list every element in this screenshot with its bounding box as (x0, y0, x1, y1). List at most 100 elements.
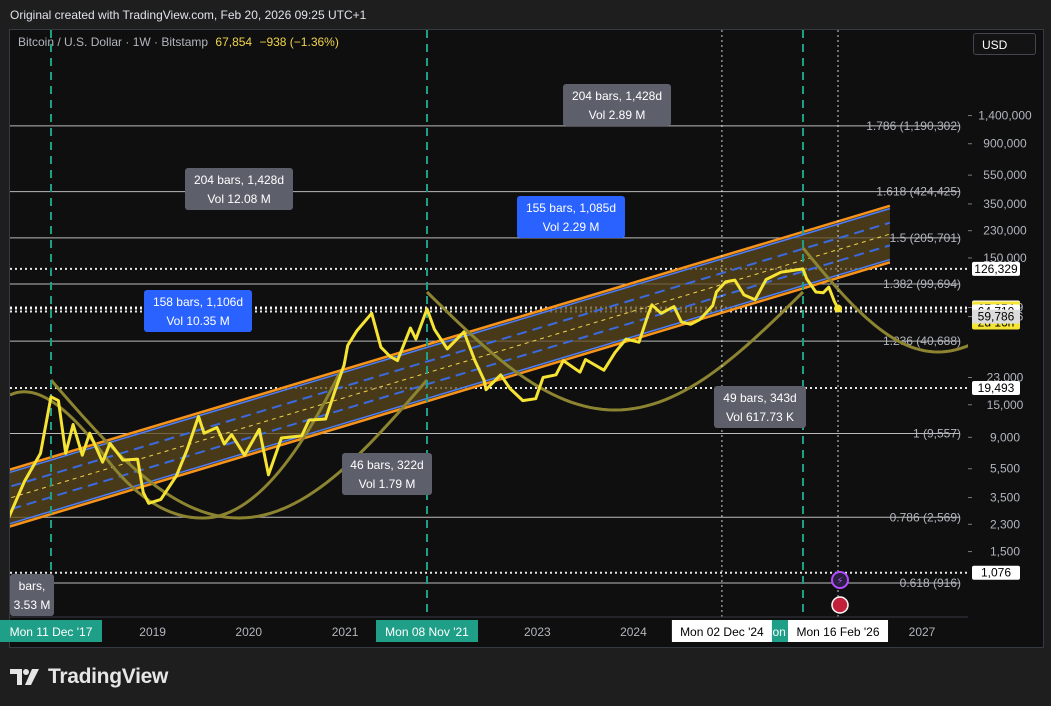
lightning-glyph: ⚡ (836, 576, 843, 587)
symbol-legend: Bitcoin / U.S. Dollar · 1W · Bitstamp 67… (18, 35, 339, 49)
y-tick-label: 230,000 (983, 224, 1027, 238)
price-tag (972, 309, 1020, 324)
currency-button[interactable]: USD (973, 33, 1036, 55)
annotations: 204 bars, 1,428d Vol 12.08 M 158 bars, 1,1… (10, 84, 849, 616)
measure-line1: 204 bars, 1,428d (194, 173, 284, 187)
measure-box (517, 196, 625, 238)
footer-brand[interactable]: TradingView (10, 664, 168, 690)
x-tick-label: 2024 (620, 625, 647, 639)
measure-label: 158 bars, 1,106d Vol 10.35 M (144, 290, 252, 332)
measure-label: bars, 3.53 M (10, 574, 54, 616)
price-tag-text: 59,786 (978, 310, 1015, 324)
channel-dashed-band (10, 244, 891, 511)
price-tag-text: 1,076 (981, 566, 1011, 580)
cycle-arc (801, 247, 968, 354)
channel-inner-band (10, 258, 891, 525)
measure-box (563, 84, 671, 126)
measure-label: 49 bars, 343d Vol 617.73 K (714, 386, 806, 428)
cycle-arc (425, 290, 805, 412)
lightning-icon (831, 571, 849, 589)
symbol-title: Bitcoin / U.S. Dollar · 1W · Bitstamp (18, 35, 209, 49)
channel-inner-band (10, 207, 891, 474)
y-tick-label: 350,000 (983, 197, 1027, 211)
y-tick-label: 3,500 (990, 491, 1020, 505)
measure-box (185, 168, 293, 210)
measure-line1: bars, (19, 579, 46, 593)
measure-line2: Vol 2.29 M (543, 220, 600, 234)
fib-label: 1.786 (1,190,302) (866, 119, 961, 133)
channel-edge (10, 261, 891, 528)
measure-line2: Vol 617.73 K (726, 410, 794, 424)
y-tick-label: 2,300 (990, 517, 1020, 531)
measure-line2: Vol 2.89 M (589, 108, 646, 122)
price-line-series (10, 267, 840, 519)
measure-label: 46 bars, 322d Vol 1.79 M (342, 453, 432, 495)
price-change: −938 (−1.36%) (259, 35, 339, 49)
measure-line2: 3.53 M (14, 598, 51, 612)
measure-box (10, 574, 54, 616)
measure-line2: Vol 12.08 M (207, 192, 270, 206)
fib-label: 0.786 (2,569) (890, 510, 961, 524)
time-tag (671, 620, 772, 642)
y-tick-label: 1,400,000 (978, 109, 1032, 123)
measure-line2: Vol 10.35 M (166, 314, 229, 328)
fib-label: 0.618 (916) (900, 576, 961, 590)
channel-fill (10, 205, 890, 527)
last-price-dot (834, 304, 843, 313)
x-tick-label: 2019 (139, 625, 166, 639)
measure-box (342, 453, 432, 495)
measure-line1: 49 bars, 343d (723, 391, 796, 405)
y-tick-label: 900,000 (983, 137, 1027, 151)
channel-dashed-band (10, 221, 891, 488)
date-tag (0, 620, 102, 642)
price-tag (972, 565, 1020, 580)
date-tag-text: Mon 11 Dec '17 (10, 625, 93, 639)
fib-layer: 1.786 (1,190,302) 1.618 (424,425) 1.5 (205… (10, 119, 968, 590)
measure-box (714, 386, 806, 428)
x-tick-label: 2021 (332, 625, 359, 639)
origin-caption: Original created with TradingView.com, F… (10, 8, 367, 22)
last-price: 67,854 (215, 35, 253, 49)
x-tick-label: 2023 (524, 625, 551, 639)
tradingview-logo-icon (10, 669, 39, 685)
time-tag-text: Mon 16 Feb '26 (797, 625, 880, 639)
axes: 1,400,000 900,000 550,000 350,000 230,000 150… (0, 109, 1032, 642)
fib-label: 1.236 (40,688) (883, 334, 961, 348)
date-tag (376, 620, 478, 642)
fib-label: 1.5 (205,701) (890, 231, 961, 245)
regression-channel (10, 204, 891, 528)
measure-line1: 158 bars, 1,106d (153, 295, 243, 309)
y-tick-label: 9,000 (990, 430, 1020, 444)
measure-line1: 155 bars, 1,085d (526, 201, 616, 215)
time-tag (788, 620, 889, 642)
date-tag-text: Mon 08 Nov '21 (385, 625, 469, 639)
measure-line1: 204 bars, 1,428d (572, 89, 662, 103)
y-tick-label: 23,000 (987, 371, 1024, 385)
y-tick-label: 5,500 (990, 462, 1020, 476)
y-tick-label: 15,000 (987, 398, 1024, 412)
measure-line1: 46 bars, 322d (350, 458, 423, 472)
measure-label: 204 bars, 1,428d Vol 2.89 M (563, 84, 671, 126)
x-tick-label: 2027 (909, 625, 936, 639)
x-tick-label: 2020 (235, 625, 262, 639)
measure-line2: Vol 1.79 M (359, 477, 416, 491)
cycle-arc-first (10, 371, 342, 520)
y-tick-label: 150,000 (983, 251, 1027, 265)
time-tag-text: Mon 02 Dec '24 (680, 625, 764, 639)
channel-edge (10, 204, 891, 471)
us-flag-icon (831, 596, 849, 614)
y-tick-label: 550,000 (983, 168, 1027, 182)
measure-label: 204 bars, 1,428d Vol 12.08 M (185, 168, 293, 210)
fib-label: 1.382 (99,694) (883, 277, 961, 291)
measure-box (144, 290, 252, 332)
price-tag (972, 381, 1020, 396)
price-tag (972, 261, 1020, 276)
price-tag-text: 126,329 (974, 262, 1018, 276)
brand-name: TradingView (48, 665, 169, 688)
measure-label: 155 bars, 1,085d Vol 2.29 M (517, 196, 625, 238)
price-series (10, 267, 843, 519)
fib-label: 1.618 (424,425) (876, 185, 961, 199)
fib-label: 1 (9,557) (913, 427, 961, 441)
y-tick-label: 1,500 (990, 545, 1020, 559)
